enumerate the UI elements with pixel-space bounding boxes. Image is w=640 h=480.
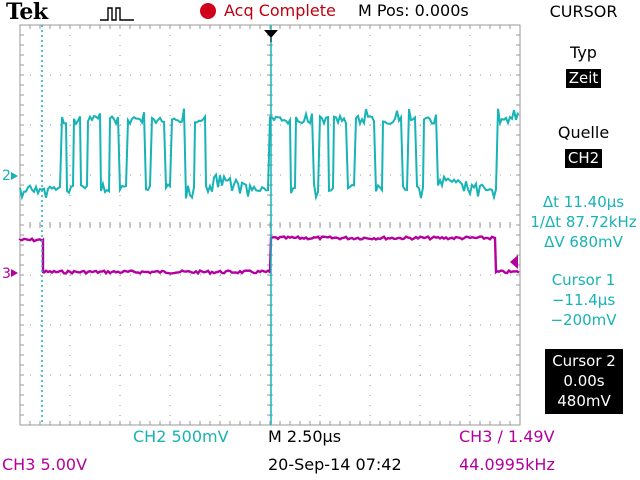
ch3-marker: 3 xyxy=(2,266,11,282)
ch3-scale: CH3 5.00V xyxy=(2,455,88,474)
trigger-frequency: 44.0995kHz xyxy=(459,455,555,474)
ch3-waveform xyxy=(18,234,520,276)
trigger-level: CH3 ∕ 1.49V xyxy=(459,427,555,446)
typ-label[interactable]: Typ xyxy=(570,43,597,62)
ch2-marker: 2 xyxy=(2,168,11,184)
ch3-trace xyxy=(18,234,520,276)
trigger-position-icon xyxy=(264,30,278,38)
ch2-scale: CH2 500mV xyxy=(133,427,229,446)
typ-option[interactable]: Zeit xyxy=(527,68,640,88)
brand-logo: Tek xyxy=(6,0,48,25)
ch2-waveform xyxy=(19,108,519,202)
pulse-icon xyxy=(100,7,134,21)
graticule xyxy=(19,24,521,426)
cursor1-label: Cursor 1 xyxy=(551,271,616,289)
timebase: M 2.50µs xyxy=(268,427,342,446)
quelle-value: CH2 xyxy=(564,149,603,168)
cursor1-voltage: −200mV xyxy=(550,311,617,329)
cursor2-readout[interactable]: Cursor 2 0.00s 480mV xyxy=(545,349,623,414)
delta-voltage: ΔV 680mV xyxy=(544,233,623,251)
ch2-marker-arrow xyxy=(11,172,18,180)
typ-value: Zeit xyxy=(565,69,602,88)
channel-markers: 23 xyxy=(2,30,518,282)
horizontal-position: M Pos: 0.000s xyxy=(358,1,469,20)
cursor1-time: −11.4µs xyxy=(551,291,616,309)
cursor1-readout[interactable]: Cursor 1 −11.4µs −200mV xyxy=(527,270,640,330)
trigger-level-icon xyxy=(510,255,518,269)
quelle-option[interactable]: CH2 xyxy=(527,148,640,168)
cursor2-label: Cursor 2 xyxy=(552,352,616,370)
datetime: 20-Sep-14 07:42 xyxy=(268,455,402,474)
delta-time: Δt 11.40µs xyxy=(542,193,625,211)
cursor2-voltage: 480mV xyxy=(557,392,611,410)
cursor2-time: 0.00s xyxy=(563,372,605,390)
cursor-lines xyxy=(41,25,272,425)
acquisition-status: Acq Complete xyxy=(224,1,336,20)
quelle-label[interactable]: Quelle xyxy=(557,123,610,142)
ch3-marker-arrow xyxy=(11,269,18,277)
menu-title: CURSOR xyxy=(549,2,618,21)
acquisition-indicator-icon xyxy=(200,3,216,19)
ch2-trace xyxy=(19,108,519,202)
delta-readout: Δt 11.40µs 1/Δt 87.72kHz ΔV 680mV xyxy=(527,192,640,252)
inverse-delta-time: 1/Δt 87.72kHz xyxy=(530,213,637,231)
